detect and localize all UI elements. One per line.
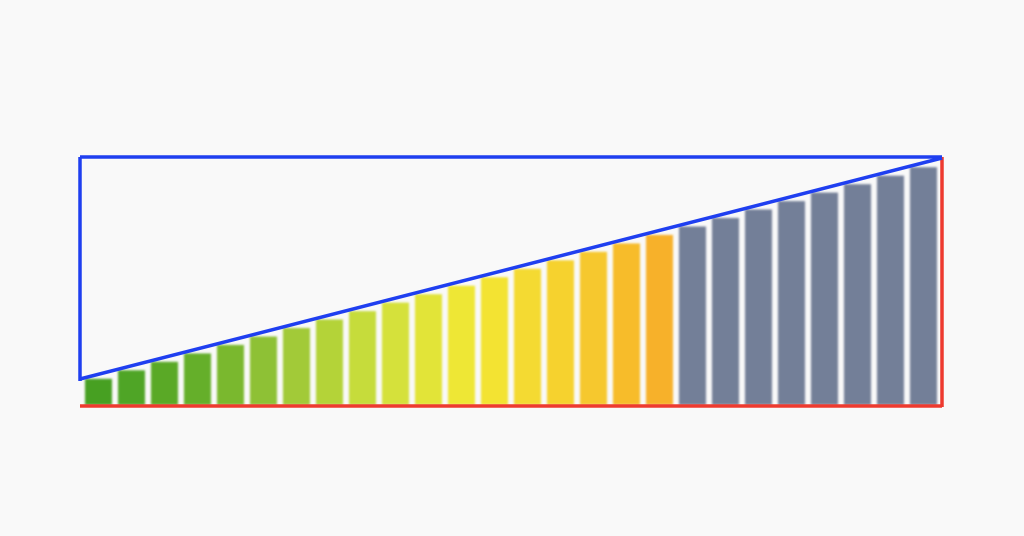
bar-24 (844, 184, 871, 405)
bar-14 (514, 268, 541, 405)
bar-21 (745, 209, 772, 405)
bar-3 (151, 361, 178, 405)
bar-23 (811, 192, 838, 405)
bar-9 (349, 311, 376, 405)
bar-4 (184, 353, 211, 405)
bar-12 (448, 285, 475, 405)
bar-25 (877, 175, 904, 405)
bar-13 (481, 277, 508, 405)
bar-15 (547, 260, 574, 405)
bar-1 (85, 378, 112, 405)
bar-19 (679, 226, 706, 405)
bar-11 (415, 294, 442, 405)
bar-17 (613, 243, 640, 405)
bar-22 (778, 201, 805, 405)
bar-18 (646, 234, 673, 405)
bars-group (85, 167, 937, 405)
bar-8 (316, 319, 343, 405)
bar-26 (910, 167, 937, 405)
bar-20 (712, 218, 739, 405)
bar-6 (250, 336, 277, 405)
bar-7 (283, 328, 310, 405)
bar-5 (217, 344, 244, 405)
diagonal-line (79, 156, 943, 381)
bar-10 (382, 302, 409, 405)
bar-2 (118, 370, 145, 405)
bar-16 (580, 251, 607, 405)
